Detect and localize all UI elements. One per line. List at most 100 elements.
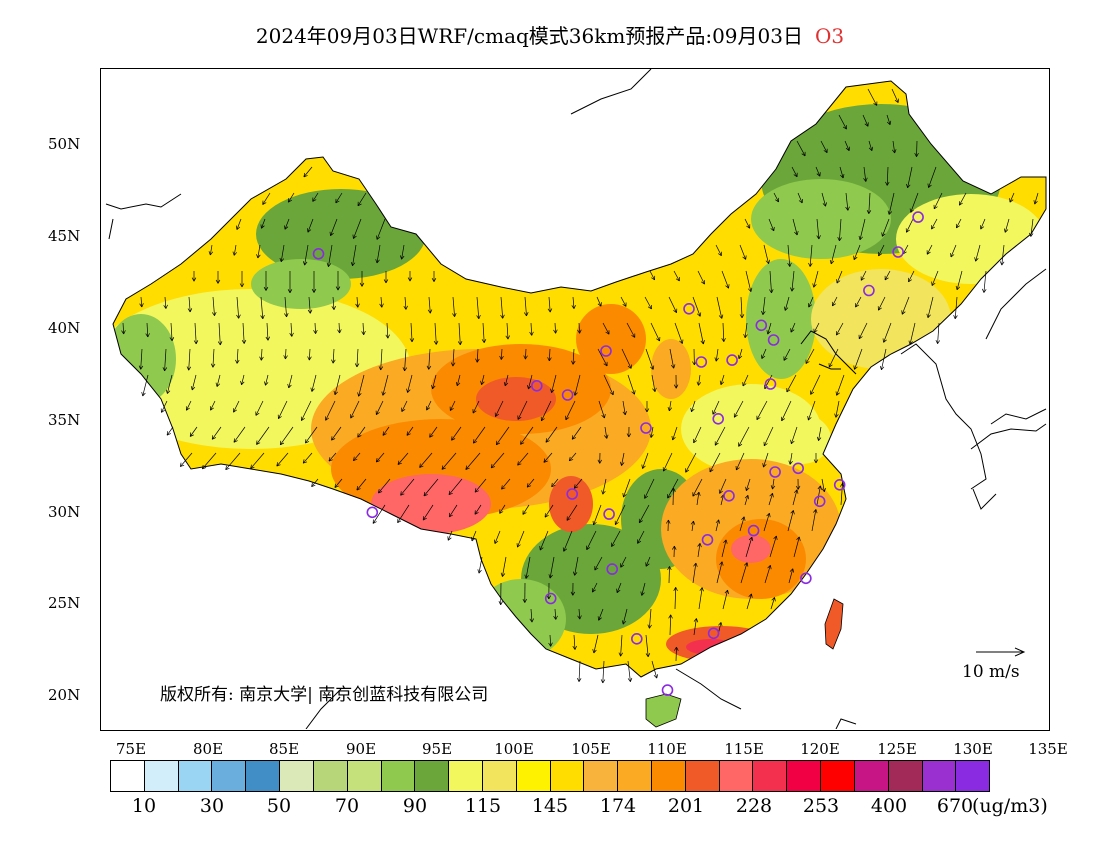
- legend-swatch: [753, 761, 788, 791]
- legend-unit: (ug/m3): [972, 795, 1048, 817]
- wind-arrow: [255, 400, 264, 416]
- wind-arrow: [202, 452, 217, 470]
- site-marker: [561, 389, 574, 401]
- wind-arrow: [549, 634, 552, 647]
- wind-arrow-head: [935, 339, 938, 344]
- wind-arrow-head: [697, 543, 701, 547]
- wind-arrow-head: [331, 306, 335, 310]
- wind-arrow: [764, 565, 771, 584]
- wind-arrow-head: [742, 256, 746, 260]
- wind-arrow-head: [770, 565, 772, 570]
- wind-arrow-head: [734, 414, 738, 418]
- wind-arrow-head: [771, 289, 774, 294]
- wind-arrow-head: [404, 367, 408, 372]
- wind-arrow-head: [291, 332, 294, 337]
- site-marker: [566, 488, 579, 500]
- wind-arrow: [626, 322, 636, 338]
- wind-arrow-head: [574, 486, 579, 489]
- wind-arrow: [668, 566, 670, 584]
- wind-arrow-head: [605, 331, 610, 335]
- wind-arrow-head: [794, 489, 798, 493]
- wind-arrow-head: [381, 391, 384, 396]
- wind-arrow: [650, 322, 660, 342]
- wind-arrow-head: [674, 545, 677, 550]
- wind-arrow-head: [829, 259, 832, 264]
- wind-arrow: [828, 348, 839, 368]
- wind-arrow: [164, 348, 167, 371]
- wind-arrow-head: [495, 413, 499, 417]
- wind-arrow-head: [504, 382, 509, 387]
- wind-arrow-head: [285, 355, 288, 360]
- wind-arrow: [651, 660, 658, 679]
- wind-arrow-head: [573, 391, 576, 396]
- wind-arrow: [622, 608, 628, 625]
- wind-arrow: [693, 426, 702, 444]
- wind-arrow-head: [908, 340, 911, 345]
- wind-arrow-head: [762, 311, 766, 315]
- wind-arrow: [380, 296, 383, 308]
- wind-arrow: [931, 270, 939, 286]
- wind-arrow-head: [243, 339, 247, 344]
- wind-arrow-head: [725, 285, 729, 289]
- wind-arrow-head: [791, 287, 795, 292]
- wind-arrow: [721, 539, 727, 558]
- wind-arrow: [740, 296, 743, 318]
- wind-arrow-head: [712, 411, 717, 415]
- wind-arrow-head: [472, 410, 477, 414]
- wind-arrow-head: [690, 520, 694, 525]
- wind-arrow: [502, 556, 507, 577]
- wind-arrow: [674, 322, 683, 344]
- wind-arrow-head: [769, 493, 773, 497]
- wind-arrow-head: [721, 338, 725, 342]
- wind-arrow-head: [171, 337, 175, 341]
- wind-arrow-head: [667, 495, 672, 499]
- wind-arrow: [883, 322, 892, 343]
- wind-arrow-head: [721, 314, 724, 319]
- wind-arrow-head: [522, 512, 527, 515]
- wind-arrow: [520, 426, 534, 445]
- wind-arrow: [574, 478, 583, 489]
- wind-arrow-head: [527, 485, 532, 488]
- legend-label-50: 50: [266, 795, 292, 817]
- site-marker: [530, 379, 543, 392]
- wind-arrow-head: [169, 337, 173, 341]
- wind-arrow-head: [481, 381, 485, 385]
- wind-arrow-head: [572, 646, 576, 650]
- wind-arrow-head: [795, 485, 799, 490]
- wind-arrow-head: [305, 441, 310, 444]
- wind-arrow-head: [602, 679, 606, 684]
- legend-label-115: 115: [464, 795, 502, 817]
- wind-arrow-head: [1004, 229, 1009, 233]
- wind-arrow-head: [673, 384, 677, 389]
- lat-label-40n: 40N: [48, 319, 81, 337]
- wind-arrow-head: [431, 278, 435, 282]
- wind-arrow: [543, 452, 553, 463]
- legend-swatch: [516, 761, 551, 791]
- wind-arrow: [188, 348, 191, 371]
- wind-arrow: [211, 426, 222, 440]
- wind-arrow-head: [999, 261, 1003, 266]
- wind-arrow: [142, 374, 149, 397]
- legend-swatch: [178, 761, 213, 791]
- wind-arrow: [563, 530, 573, 552]
- wind-arrow-head: [701, 587, 704, 592]
- site-marker: [747, 524, 760, 537]
- wind-arrow-head: [894, 149, 897, 154]
- wind-arrow: [386, 322, 389, 339]
- wind-arrow-head: [505, 335, 509, 340]
- wind-arrow-head: [621, 620, 624, 625]
- wind-arrow-head: [423, 494, 428, 497]
- site-marker: [701, 533, 714, 546]
- wind-arrow: [769, 270, 772, 293]
- wind-arrow-head: [597, 616, 599, 621]
- hainan-island: [645, 693, 682, 728]
- wind-arrow-head: [307, 229, 312, 233]
- wind-arrow-head: [906, 183, 908, 188]
- wind-arrow: [400, 478, 415, 496]
- wind-arrow: [881, 348, 887, 370]
- wind-arrow-head: [665, 519, 669, 524]
- wind-arrow-head: [284, 313, 287, 318]
- wind-arrow-head: [776, 535, 778, 540]
- wind-arrow-head: [906, 229, 910, 233]
- wind-arrow-head: [555, 329, 558, 334]
